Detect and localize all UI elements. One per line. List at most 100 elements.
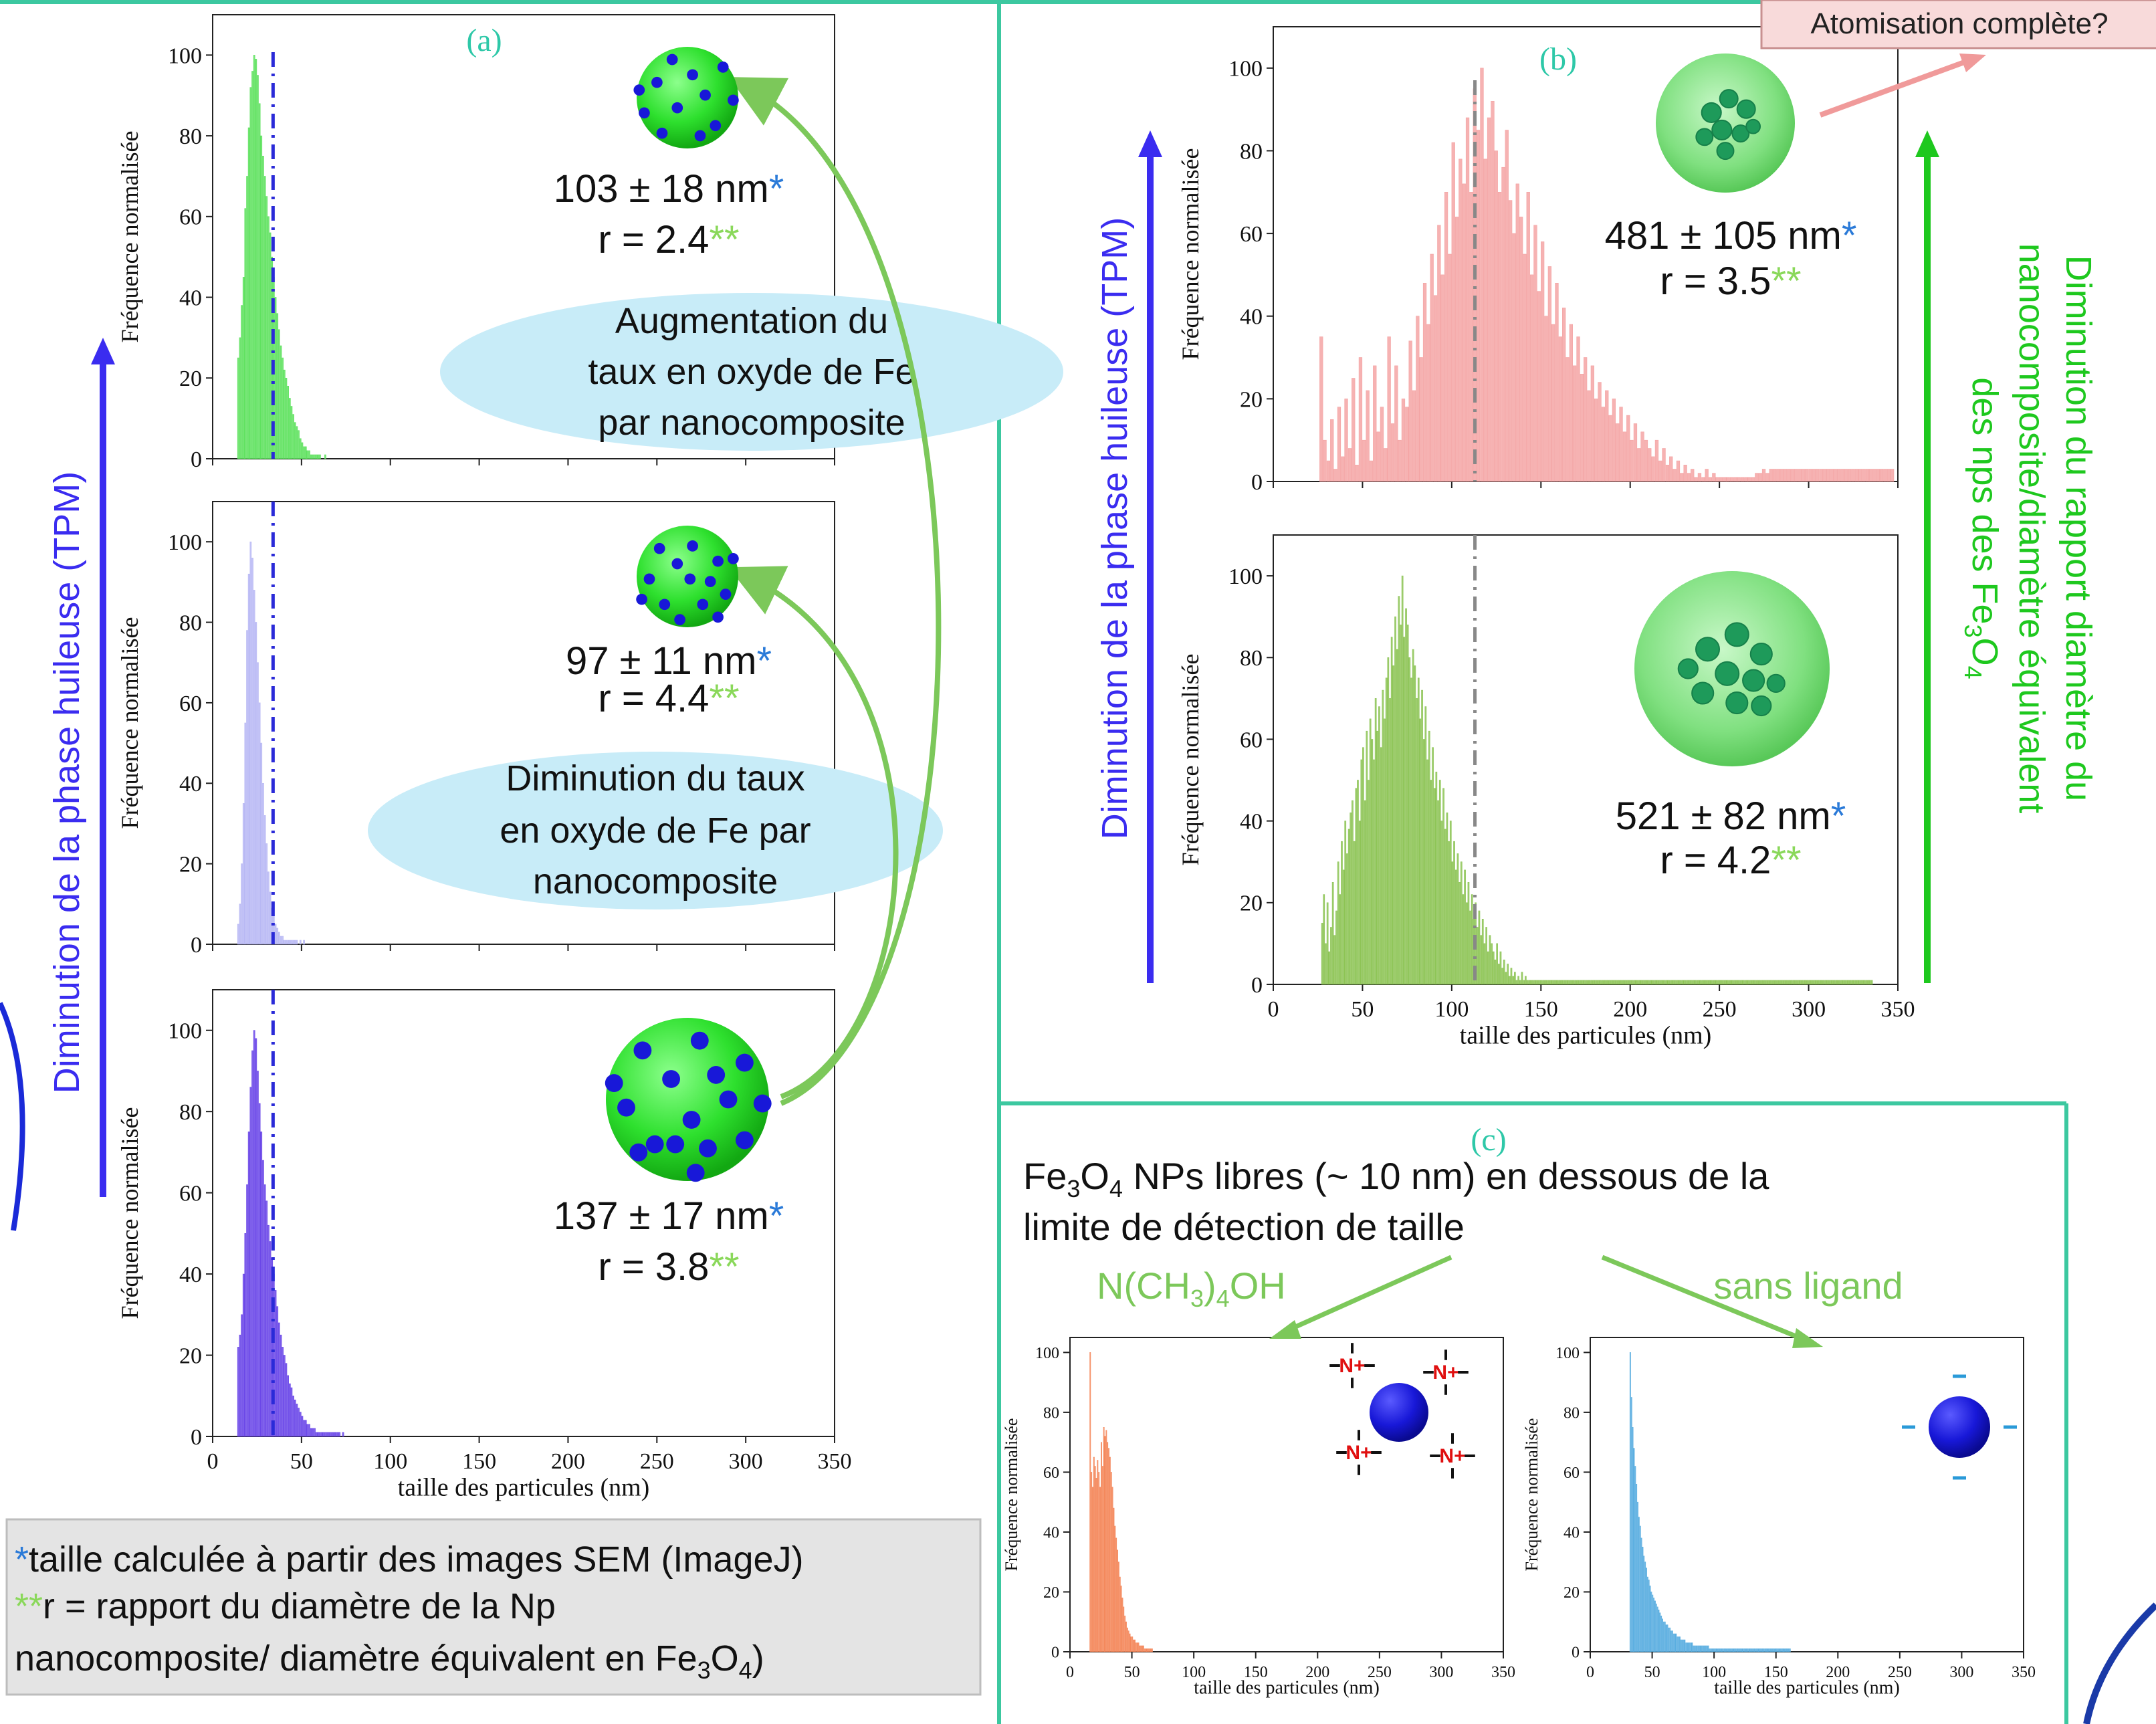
nanocomposite-sphere-icon xyxy=(605,1018,772,1182)
histogram-bar xyxy=(1587,980,1590,985)
histogram-bar xyxy=(1757,1648,1759,1652)
iron-oxide-dot xyxy=(720,588,732,600)
histogram-bar xyxy=(314,454,316,459)
chart-c1: 0 20 40 60 80 100 0 50 100 150 200 250 300 350 Fréquen… xyxy=(1002,1337,1515,1698)
histogram-bar xyxy=(1642,1547,1644,1652)
histogram-bar xyxy=(1683,980,1686,985)
x-tick-label: 350 xyxy=(1881,997,1915,1022)
histogram-bar xyxy=(1737,980,1739,985)
histogram-bar xyxy=(1526,191,1530,482)
histogram-bar xyxy=(263,815,266,945)
histogram-bar xyxy=(260,1132,263,1437)
decor-right-arc xyxy=(2083,1602,2156,1724)
histogram-bar xyxy=(257,662,259,945)
histogram-bar xyxy=(1819,469,1823,482)
iron-oxide-dot xyxy=(651,76,663,88)
histogram-bar xyxy=(1719,1648,1721,1652)
histogram-bar xyxy=(1731,980,1734,985)
histogram-bar xyxy=(301,1416,304,1437)
histogram-bar xyxy=(1662,980,1664,985)
iron-oxide-dot xyxy=(671,558,683,570)
histogram-bar xyxy=(1735,980,1737,985)
histogram-bar xyxy=(1711,1648,1713,1652)
histogram-bar xyxy=(319,1432,321,1437)
histogram-bar xyxy=(312,454,314,459)
histogram-bar xyxy=(282,357,284,459)
histogram-bar xyxy=(298,430,300,459)
histogram-bar xyxy=(242,277,245,459)
histogram-bar xyxy=(1658,980,1660,985)
iron-oxide-cluster xyxy=(1711,119,1733,140)
y-axis-label: Fréquence normalisée xyxy=(1522,1418,1541,1572)
histogram-bar xyxy=(1405,407,1409,482)
histogram-bar xyxy=(1751,477,1755,482)
histogram-bar xyxy=(1330,419,1334,482)
histogram-bar xyxy=(1689,1642,1691,1652)
histogram-bar xyxy=(1812,469,1816,482)
histogram-bar xyxy=(288,1383,291,1437)
histogram-bar xyxy=(1622,980,1625,985)
histogram-bar xyxy=(315,1432,318,1437)
panel-label-c: (c) xyxy=(1471,1122,1506,1158)
histogram-bar xyxy=(1497,964,1500,985)
histogram-bar xyxy=(1598,382,1602,482)
histogram-bar xyxy=(1376,431,1380,482)
iron-oxide-dot xyxy=(633,84,645,96)
histogram-bar xyxy=(1642,980,1644,985)
histogram-bar xyxy=(1353,841,1356,985)
right-trend-arrow xyxy=(1915,130,1939,983)
histogram-bar xyxy=(306,1424,309,1437)
histogram-bar xyxy=(1826,469,1830,482)
histogram-bar xyxy=(247,127,250,459)
histogram-bar xyxy=(1765,473,1769,482)
iron-oxide-dot xyxy=(687,69,698,81)
histogram-bar xyxy=(1806,980,1809,985)
c-heading-line1: Fe3O4 NPs libres (~ 10 nm) en dessous de… xyxy=(1023,1155,1769,1202)
y-tick-label: 60 xyxy=(1240,728,1263,752)
y-tick-label: 0 xyxy=(1251,470,1263,495)
histogram-bar xyxy=(274,924,277,945)
histogram-bar xyxy=(1784,1648,1786,1652)
c-heading-line2: limite de détection de taille xyxy=(1023,1206,1465,1248)
sphere-body xyxy=(606,1018,769,1181)
histogram-bar xyxy=(288,940,291,945)
x-tick-label: 50 xyxy=(290,1449,313,1474)
histogram-bar xyxy=(257,1071,259,1437)
histogram-bar xyxy=(1134,1639,1136,1652)
histogram-bar xyxy=(1883,469,1887,482)
histogram-bar xyxy=(280,1334,282,1437)
histogram-bar xyxy=(1680,980,1682,985)
histogram-bar xyxy=(1533,980,1536,985)
histogram-bar xyxy=(296,940,298,945)
histogram-bar xyxy=(1694,477,1698,482)
histogram-bar xyxy=(1494,960,1497,985)
nanocomposite-sphere-icon xyxy=(633,47,739,148)
histogram-bar xyxy=(1603,980,1606,985)
y-tick-label: 80 xyxy=(1043,1404,1059,1422)
histogram-bar xyxy=(1687,980,1689,985)
histogram-bar xyxy=(1337,407,1341,482)
histogram-bar xyxy=(269,232,272,459)
histogram-bar xyxy=(1101,1466,1103,1652)
histogram-bar xyxy=(1555,282,1559,482)
histogram-bar xyxy=(292,940,295,945)
y-tick-label: 60 xyxy=(1564,1465,1580,1482)
histogram-bar xyxy=(1743,1648,1745,1652)
histogram-bar xyxy=(1761,1648,1763,1652)
chart-c2: 0 20 40 60 80 100 0 50 100 150 200 250 300 350 Fréquen… xyxy=(1522,1337,2036,1698)
histogram-bar xyxy=(246,1184,248,1437)
histogram-bar xyxy=(1804,980,1807,985)
histogram-bar xyxy=(1726,477,1730,482)
iron-oxide-dot xyxy=(717,62,729,73)
histogram-bar xyxy=(1105,1430,1107,1652)
histogram-bar xyxy=(1414,665,1416,985)
iron-oxide-dot xyxy=(674,614,685,625)
histogram-bar xyxy=(1424,706,1427,985)
histogram-bar xyxy=(1600,980,1602,985)
histogram-bar xyxy=(1637,980,1639,985)
histogram-bar xyxy=(1851,980,1854,985)
histogram-bar xyxy=(331,1432,334,1437)
histogram-bar xyxy=(1405,608,1407,985)
histogram-bar xyxy=(1723,980,1725,985)
iron-oxide-dot xyxy=(704,576,716,587)
